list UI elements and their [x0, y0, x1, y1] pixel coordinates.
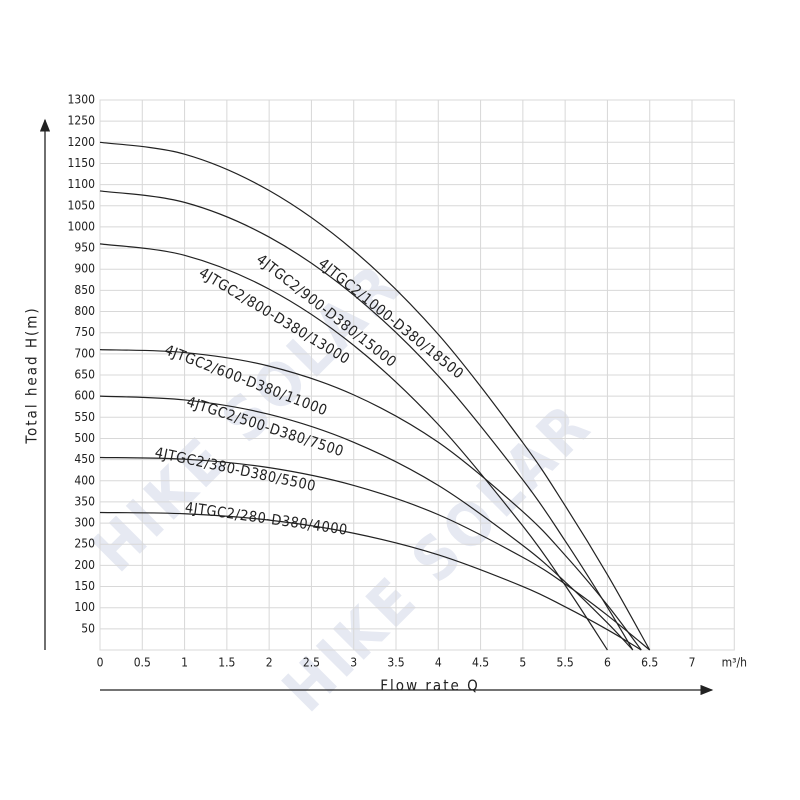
x-tick-label: 6: [604, 656, 611, 670]
curve: [99, 190, 634, 651]
y-tick-label: 650: [74, 368, 95, 382]
curve-label: 4JTGC2/280-D380/4000: [184, 500, 349, 539]
y-tick-label: 100: [74, 600, 95, 614]
y-tick-label: 600: [74, 389, 95, 403]
y-tick-label: 1300: [68, 93, 96, 107]
x-unit: m³/h: [722, 656, 747, 670]
y-tick-label: 450: [74, 452, 95, 466]
curve: [99, 243, 608, 651]
x-tick-label: 0.5: [134, 656, 151, 670]
x-tick-label: 4: [435, 656, 442, 670]
x-tick-label: 1: [181, 656, 188, 670]
y-tick-label: 1050: [68, 198, 96, 212]
y-tick-label: 350: [74, 494, 95, 508]
x-tick-label: 0: [97, 656, 104, 670]
curve: [99, 349, 642, 651]
y-tick-label: 400: [74, 473, 95, 487]
y-tick-label: 300: [74, 516, 95, 530]
y-tick-label: 1100: [68, 177, 96, 191]
x-tick-label: 7: [689, 656, 696, 670]
y-tick-label: 1250: [68, 114, 96, 128]
curve: [99, 141, 651, 651]
curve: [99, 395, 634, 651]
y-tick-label: 800: [74, 304, 95, 318]
y-tick-label: 850: [74, 283, 95, 297]
x-tick-label: 5.5: [557, 656, 574, 670]
y-tick-label: 150: [74, 579, 95, 593]
curve: [99, 456, 651, 651]
curve: [99, 511, 642, 651]
y-tick-label: 1000: [68, 219, 96, 233]
y-axis-title: Total head H(m): [23, 306, 41, 444]
x-tick-label: 5: [519, 656, 526, 670]
x-tick-label: 1.5: [218, 656, 235, 670]
y-tick-label: 950: [74, 241, 95, 255]
y-tick-label: 1150: [68, 156, 96, 170]
x-tick-label: 2: [266, 656, 273, 670]
y-tick-label: 550: [74, 410, 95, 424]
y-tick-label: 750: [74, 325, 95, 339]
y-tick-label: 250: [74, 537, 95, 551]
y-tick-label: 900: [74, 262, 95, 276]
x-tick-label: 2.5: [303, 656, 320, 670]
x-tick-label: 6.5: [641, 656, 658, 670]
x-axis-title: Flow rate Q: [380, 677, 479, 695]
x-tick-label: 3.5: [387, 656, 404, 670]
y-tick-label: 200: [74, 558, 95, 572]
y-tick-label: 1200: [68, 135, 96, 149]
x-tick-label: 3: [350, 656, 357, 670]
y-tick-label: 700: [74, 346, 95, 360]
y-tick-label: 50: [81, 621, 95, 635]
y-tick-label: 500: [74, 431, 95, 445]
x-tick-label: 4.5: [472, 656, 489, 670]
